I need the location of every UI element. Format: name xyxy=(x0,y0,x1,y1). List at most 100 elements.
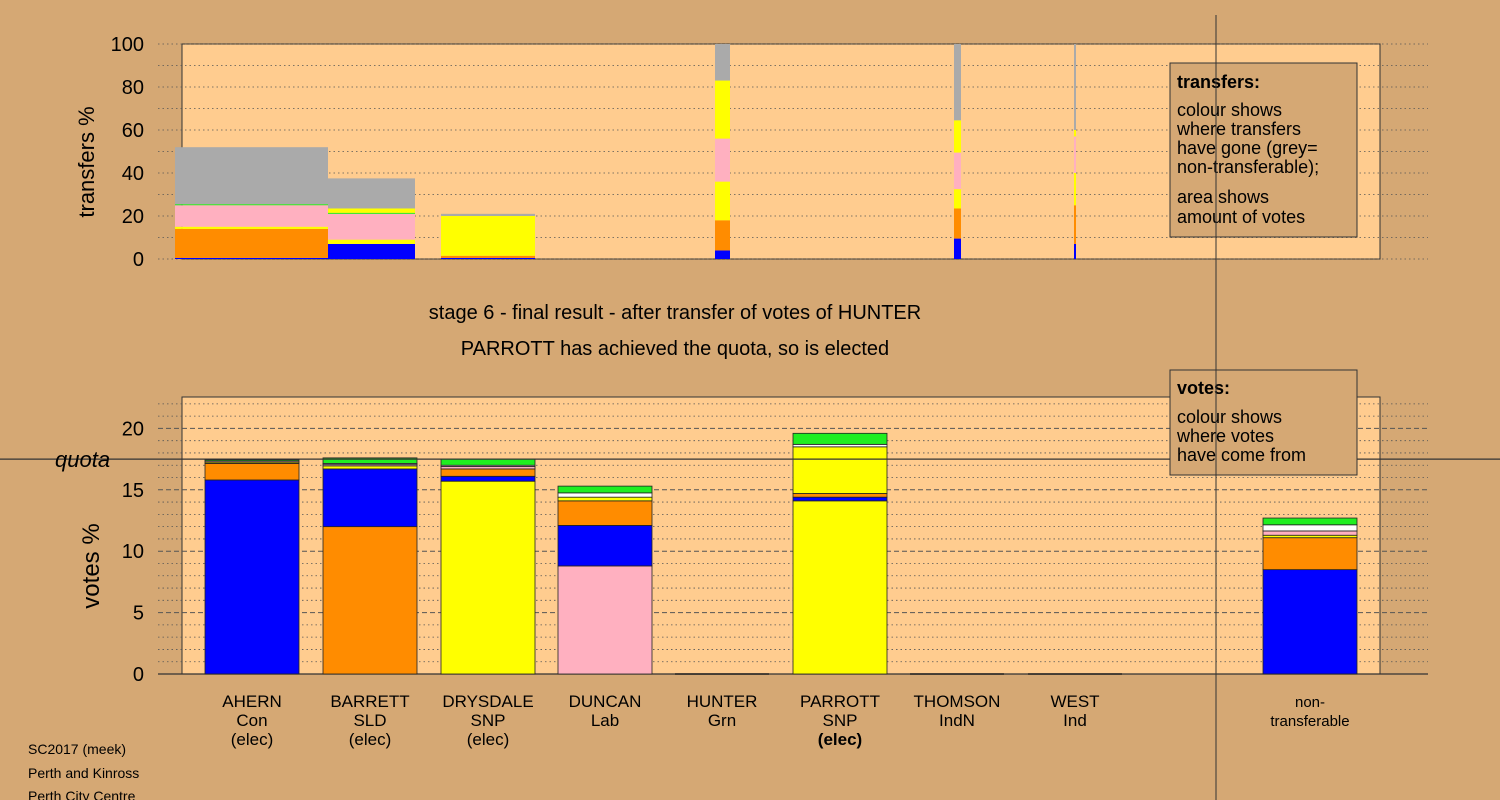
candidate-party: Lab xyxy=(591,711,619,730)
transfers-y-label: transfers % xyxy=(74,106,99,217)
transfer-segment xyxy=(954,120,961,153)
candidate-party: transferable xyxy=(1270,713,1349,730)
y-tick-label: 100 xyxy=(111,34,144,56)
vote-segment xyxy=(557,565,653,675)
candidate-party: Ind xyxy=(1063,711,1087,730)
transfer-segment xyxy=(1074,136,1076,173)
vote-segment xyxy=(557,500,653,526)
vote-segment xyxy=(440,480,536,675)
vote-segment xyxy=(322,465,418,470)
transfer-segment xyxy=(715,44,730,81)
transfer-segment xyxy=(954,152,961,190)
transfer-segment xyxy=(175,204,328,206)
vote-segment xyxy=(440,458,536,466)
candidate-name: DRYSDALE xyxy=(442,692,533,711)
candidate-name: WEST xyxy=(1050,692,1099,711)
y-tick-label: 15 xyxy=(122,480,144,502)
votes-legend-title: votes: xyxy=(1177,378,1230,398)
footer-line: SC2017 (meek) xyxy=(28,741,126,757)
candidate-status: (elec) xyxy=(349,730,392,749)
candidate-status: (elec) xyxy=(818,730,862,749)
vote-segment xyxy=(322,457,418,464)
vote-segment xyxy=(1262,530,1358,536)
vote-segment xyxy=(557,485,653,494)
candidate-party: SNP xyxy=(471,711,506,730)
transfer-segment xyxy=(441,216,535,256)
vote-segment xyxy=(322,526,418,675)
vote-segment xyxy=(1262,517,1358,526)
transfer-segment xyxy=(715,181,730,221)
vote-segment xyxy=(440,475,536,482)
y-tick-label: 60 xyxy=(122,120,144,142)
y-tick-label: 0 xyxy=(133,664,144,686)
transfers-legend-line: non-transferable); xyxy=(1177,157,1319,177)
footer: SC2017 (meek) Perth and Kinross Perth Ci… xyxy=(28,741,139,800)
transfer-segment xyxy=(954,238,961,259)
vote-segment xyxy=(322,468,418,528)
vote-segment xyxy=(1262,524,1358,532)
vote-segment xyxy=(792,500,888,675)
transfer-segment xyxy=(328,213,415,240)
transfer-segment xyxy=(1074,243,1076,259)
transfer-segment xyxy=(1074,173,1076,206)
transfers-legend-line: colour shows xyxy=(1177,100,1282,120)
transfers-y-ticks: 0 20 40 60 80 100 xyxy=(111,34,144,271)
y-tick-label: 20 xyxy=(122,206,144,228)
transfers-legend-line: area shows xyxy=(1177,187,1269,207)
transfer-segment xyxy=(715,220,730,251)
candidate-party: SLD xyxy=(353,711,386,730)
transfers-legend-line: have gone (grey= xyxy=(1177,138,1318,158)
votes-bars xyxy=(204,432,1358,675)
transfer-segment xyxy=(1074,130,1076,137)
transfer-segment xyxy=(175,147,328,205)
votes-panel: 0 5 10 15 20 quota votes % votes: colour sho… xyxy=(0,369,1500,749)
vote-segment xyxy=(792,496,888,502)
transfer-segment xyxy=(715,138,730,182)
footer-line: Perth and Kinross xyxy=(28,765,139,781)
transfer-segment xyxy=(441,213,535,216)
votes-legend-box xyxy=(1169,369,1358,476)
transfer-segment xyxy=(954,208,961,239)
candidate-name: BARRETT xyxy=(330,692,409,711)
transfers-legend-line: amount of votes xyxy=(1177,207,1305,227)
transfer-segment xyxy=(1074,205,1076,244)
candidate-name: non- xyxy=(1295,694,1325,711)
transfer-segment xyxy=(175,228,328,258)
transfers-bars xyxy=(175,44,1076,259)
footer-line: Perth City Centre xyxy=(28,788,136,800)
votes-y-label: votes % xyxy=(78,523,105,608)
votes-y-ticks: 0 5 10 15 20 xyxy=(122,418,144,686)
vote-segment xyxy=(792,432,888,445)
vote-segment xyxy=(557,496,653,502)
stage-title: stage 6 - final result - after transfer … xyxy=(429,302,921,324)
votes-legend: votes: colour shows where votes have com… xyxy=(1169,369,1358,476)
transfer-segment xyxy=(715,250,730,259)
votes-legend-line: where votes xyxy=(1176,426,1274,446)
candidate-status: (elec) xyxy=(467,730,510,749)
y-tick-label: 10 xyxy=(122,541,144,563)
votes-legend-line: have come from xyxy=(1177,445,1306,465)
y-tick-label: 0 xyxy=(133,249,144,271)
transfer-segment xyxy=(328,243,415,259)
transfers-panel: 0 20 40 60 80 100 transfers % transfers: colo… xyxy=(74,34,1428,271)
transfer-segment xyxy=(328,212,415,214)
transfer-segment xyxy=(328,239,415,244)
candidate-party: Grn xyxy=(708,711,736,730)
transfer-segment xyxy=(441,257,535,259)
y-tick-label: 5 xyxy=(133,603,144,625)
candidate-name: AHERN xyxy=(222,692,282,711)
transfer-segment xyxy=(328,178,415,209)
transfers-legend: transfers: colour shows where transfers … xyxy=(1169,62,1358,238)
vote-segment xyxy=(792,493,888,498)
candidate-party: IndN xyxy=(939,711,975,730)
candidate-name: PARROTT xyxy=(800,692,880,711)
candidate-name: DUNCAN xyxy=(569,692,642,711)
transfer-segment xyxy=(328,208,415,213)
transfers-legend-title: transfers: xyxy=(1177,72,1260,92)
candidate-name: HUNTER xyxy=(687,692,758,711)
transfer-segment xyxy=(954,44,961,121)
candidate-labels: AHERNCon(elec)BARRETTSLD(elec)DRYSDALESN… xyxy=(222,692,1349,749)
votes-legend-line: colour shows xyxy=(1177,407,1282,427)
candidate-party: SNP xyxy=(823,711,858,730)
